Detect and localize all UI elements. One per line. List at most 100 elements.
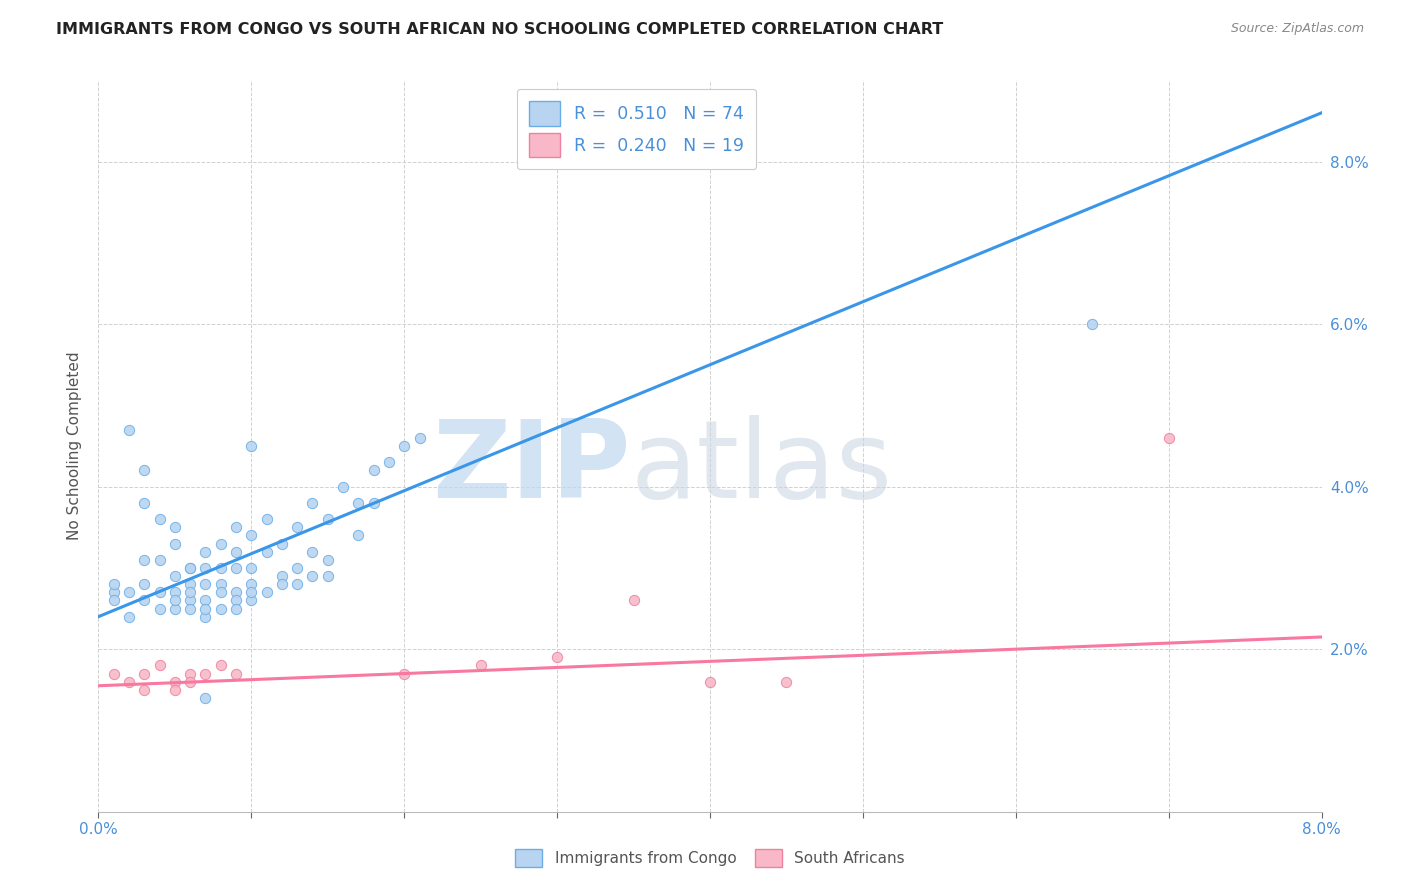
Point [179, 577, 201, 591]
Point [179, 585, 201, 599]
Point [285, 520, 308, 534]
Point [134, 593, 156, 607]
Text: IMMIGRANTS FROM CONGO VS SOUTH AFRICAN NO SCHOOLING COMPLETED CORRELATION CHART: IMMIGRANTS FROM CONGO VS SOUTH AFRICAN N… [56, 22, 943, 37]
Point [118, 423, 141, 437]
Y-axis label: No Schooling Completed: No Schooling Completed [67, 351, 83, 541]
Point [118, 674, 141, 689]
Point [256, 544, 278, 558]
Point [316, 553, 339, 567]
Text: Source: ZipAtlas.com: Source: ZipAtlas.com [1230, 22, 1364, 36]
Point [118, 609, 141, 624]
Point [209, 585, 232, 599]
Point [316, 569, 339, 583]
Point [134, 577, 156, 591]
Point [316, 512, 339, 526]
Point [149, 601, 172, 615]
Point [470, 658, 492, 673]
Point [194, 593, 217, 607]
Point [194, 577, 217, 591]
Point [408, 431, 430, 445]
Point [225, 544, 247, 558]
Text: atlas: atlas [630, 415, 893, 521]
Point [194, 609, 217, 624]
Point [179, 674, 201, 689]
Point [623, 593, 645, 607]
Point [240, 528, 263, 542]
Point [209, 561, 232, 575]
Point [363, 463, 385, 477]
Point [1081, 317, 1104, 331]
Point [347, 496, 370, 510]
Point [209, 601, 232, 615]
Point [103, 593, 125, 607]
Point [134, 496, 156, 510]
Point [118, 585, 141, 599]
Point [392, 666, 416, 681]
Point [240, 577, 263, 591]
Point [134, 553, 156, 567]
Point [149, 658, 172, 673]
Point [194, 666, 217, 681]
Legend: Immigrants from Congo, South Africans: Immigrants from Congo, South Africans [509, 843, 911, 873]
Point [194, 544, 217, 558]
Text: ZIP: ZIP [432, 415, 630, 521]
Point [240, 561, 263, 575]
Point [256, 585, 278, 599]
Point [240, 585, 263, 599]
Point [225, 666, 247, 681]
Point [149, 585, 172, 599]
Point [134, 463, 156, 477]
Point [179, 601, 201, 615]
Point [179, 593, 201, 607]
Point [332, 480, 354, 494]
Point [163, 601, 186, 615]
Point [240, 593, 263, 607]
Point [301, 544, 323, 558]
Point [103, 585, 125, 599]
Point [179, 561, 201, 575]
Point [149, 512, 172, 526]
Point [1157, 431, 1180, 445]
Point [270, 577, 294, 591]
Point [149, 553, 172, 567]
Point [225, 585, 247, 599]
Point [163, 520, 186, 534]
Point [301, 569, 323, 583]
Point [240, 439, 263, 453]
Point [163, 569, 186, 583]
Point [225, 593, 247, 607]
Point [775, 674, 797, 689]
Point [285, 561, 308, 575]
Point [392, 439, 416, 453]
Point [134, 666, 156, 681]
Point [209, 658, 232, 673]
Point [285, 577, 308, 591]
Point [103, 577, 125, 591]
Point [103, 666, 125, 681]
Point [270, 569, 294, 583]
Point [256, 512, 278, 526]
Point [163, 536, 186, 550]
Point [225, 601, 247, 615]
Point [347, 528, 370, 542]
Point [179, 666, 201, 681]
Point [270, 536, 294, 550]
Point [209, 577, 232, 591]
Point [134, 682, 156, 697]
Point [546, 650, 568, 665]
Point [194, 690, 217, 705]
Point [194, 601, 217, 615]
Point [209, 536, 232, 550]
Point [225, 561, 247, 575]
Point [225, 520, 247, 534]
Point [179, 561, 201, 575]
Point [378, 455, 401, 469]
Point [194, 561, 217, 575]
Point [163, 593, 186, 607]
Point [163, 674, 186, 689]
Point [301, 496, 323, 510]
Point [163, 585, 186, 599]
Point [699, 674, 721, 689]
Point [163, 682, 186, 697]
Point [363, 496, 385, 510]
